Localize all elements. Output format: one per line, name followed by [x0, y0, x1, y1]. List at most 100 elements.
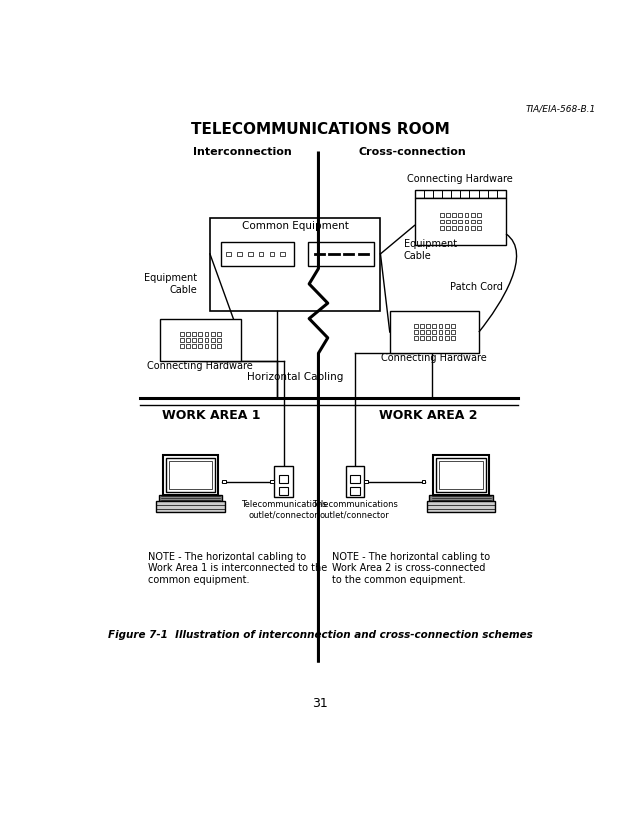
- Bar: [433, 455, 489, 495]
- Bar: [426, 336, 430, 340]
- Bar: [281, 252, 285, 256]
- Text: NOTE - The horizontal cabling to
Work Area 2 is cross-connected
to the common eq: NOTE - The horizontal cabling to Work Ar…: [332, 552, 490, 585]
- Bar: [271, 480, 274, 483]
- Bar: [451, 336, 455, 340]
- Bar: [221, 241, 294, 266]
- Bar: [415, 197, 506, 245]
- Bar: [436, 458, 486, 491]
- Text: Telecommunications
outlet/connector: Telecommunications outlet/connector: [312, 501, 398, 520]
- Bar: [186, 332, 189, 335]
- Bar: [433, 330, 436, 334]
- Bar: [414, 336, 418, 340]
- Bar: [477, 225, 481, 230]
- Bar: [346, 467, 364, 497]
- Bar: [458, 220, 462, 224]
- Bar: [270, 252, 274, 256]
- Text: WORK AREA 2: WORK AREA 2: [379, 409, 478, 421]
- Bar: [471, 213, 475, 217]
- Text: Patch Cord: Patch Cord: [450, 282, 503, 292]
- Bar: [350, 487, 360, 495]
- Bar: [350, 475, 360, 482]
- Bar: [446, 213, 450, 217]
- Bar: [445, 336, 449, 340]
- Bar: [438, 336, 442, 340]
- Bar: [471, 220, 475, 224]
- Text: Interconnection: Interconnection: [193, 146, 292, 157]
- Bar: [440, 225, 443, 230]
- Bar: [415, 190, 506, 197]
- Bar: [433, 336, 436, 340]
- Bar: [180, 338, 184, 342]
- Bar: [156, 501, 225, 512]
- Bar: [422, 480, 426, 483]
- Bar: [458, 225, 462, 230]
- Bar: [169, 461, 212, 489]
- Text: Horizontal Cabling: Horizontal Cabling: [247, 373, 343, 382]
- Bar: [390, 311, 479, 354]
- Bar: [211, 332, 214, 335]
- Bar: [451, 330, 455, 334]
- Bar: [205, 332, 209, 335]
- Text: Figure 7-1  Illustration of interconnection and cross-connection schemes: Figure 7-1 Illustration of interconnecti…: [108, 630, 532, 640]
- Bar: [426, 330, 430, 334]
- Bar: [192, 332, 196, 335]
- Bar: [186, 344, 189, 348]
- Bar: [426, 324, 430, 328]
- Bar: [205, 344, 209, 348]
- Text: Equipment
Cable: Equipment Cable: [144, 273, 198, 295]
- Bar: [452, 225, 456, 230]
- Bar: [420, 324, 424, 328]
- Text: Telecommunications
outlet/connector: Telecommunications outlet/connector: [241, 501, 327, 520]
- Text: Connecting Hardware: Connecting Hardware: [382, 353, 487, 363]
- Bar: [446, 225, 450, 230]
- Text: Cross-connection: Cross-connection: [359, 146, 466, 157]
- Bar: [217, 332, 221, 335]
- Bar: [445, 330, 449, 334]
- Bar: [458, 213, 462, 217]
- Bar: [237, 252, 242, 256]
- Text: Common Equipment: Common Equipment: [242, 221, 348, 231]
- Bar: [451, 324, 455, 328]
- Bar: [464, 225, 468, 230]
- Text: TELECOMMUNICATIONS ROOM: TELECOMMUNICATIONS ROOM: [191, 121, 449, 137]
- Bar: [440, 220, 443, 224]
- Bar: [166, 458, 216, 491]
- Bar: [452, 220, 456, 224]
- Bar: [279, 475, 288, 482]
- Bar: [192, 344, 196, 348]
- Bar: [464, 213, 468, 217]
- Bar: [427, 501, 495, 512]
- Bar: [464, 220, 468, 224]
- Bar: [420, 330, 424, 334]
- Bar: [180, 332, 184, 335]
- Bar: [279, 487, 288, 495]
- Text: Connecting Hardware: Connecting Hardware: [408, 174, 513, 184]
- Text: TIA/EIA-568-B.1: TIA/EIA-568-B.1: [525, 104, 596, 113]
- Bar: [445, 324, 449, 328]
- Text: NOTE - The horizontal cabling to
Work Area 1 is interconnected to the
common equ: NOTE - The horizontal cabling to Work Ar…: [148, 552, 327, 585]
- Bar: [420, 336, 424, 340]
- Bar: [446, 220, 450, 224]
- Bar: [429, 495, 493, 501]
- Bar: [198, 344, 202, 348]
- Text: WORK AREA 1: WORK AREA 1: [162, 409, 261, 421]
- Bar: [217, 338, 221, 342]
- Bar: [471, 225, 475, 230]
- Bar: [226, 252, 231, 256]
- Text: 31: 31: [312, 697, 328, 710]
- Text: Connecting Hardware: Connecting Hardware: [147, 361, 253, 371]
- Bar: [198, 338, 202, 342]
- Bar: [440, 213, 443, 217]
- Bar: [433, 324, 436, 328]
- Bar: [163, 455, 218, 495]
- Bar: [192, 338, 196, 342]
- Bar: [198, 332, 202, 335]
- Bar: [210, 218, 380, 311]
- Bar: [414, 324, 418, 328]
- Bar: [248, 252, 253, 256]
- Text: Equipment
Cable: Equipment Cable: [404, 240, 457, 261]
- Bar: [274, 467, 293, 497]
- Bar: [217, 344, 221, 348]
- Bar: [259, 252, 263, 256]
- Bar: [477, 220, 481, 224]
